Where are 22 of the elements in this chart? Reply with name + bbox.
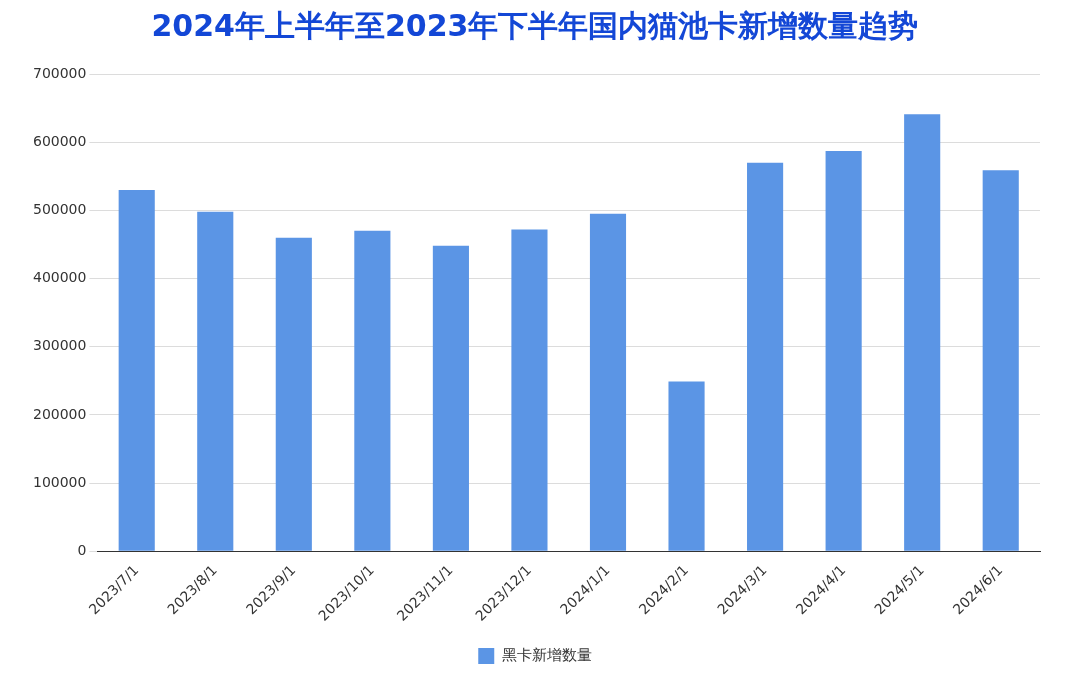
bar bbox=[589, 213, 627, 551]
chart-title: 2024年上半年至2023年下半年国内猫池卡新增数量趋势 bbox=[151, 7, 919, 43]
y-tick-label: 300000 bbox=[32, 337, 87, 354]
y-tick-label: 200000 bbox=[32, 405, 87, 422]
bar bbox=[118, 189, 155, 551]
bar bbox=[982, 170, 1019, 551]
bar bbox=[904, 114, 941, 551]
y-tick-label: 700000 bbox=[32, 64, 87, 81]
y-tick-label: 100000 bbox=[32, 473, 87, 490]
bar bbox=[825, 151, 862, 551]
bar bbox=[354, 230, 391, 551]
y-tick-label: 500000 bbox=[32, 201, 87, 218]
legend-label: 黑卡新增数量 bbox=[501, 645, 592, 664]
bar bbox=[747, 162, 784, 551]
bar bbox=[275, 237, 312, 551]
bar bbox=[511, 229, 548, 551]
bar bbox=[432, 245, 469, 551]
y-tick-label: 0 bbox=[77, 542, 87, 558]
bar bbox=[668, 381, 705, 551]
bar bbox=[197, 211, 234, 551]
y-tick-label: 400000 bbox=[32, 269, 87, 286]
y-tick-label: 600000 bbox=[32, 132, 87, 149]
